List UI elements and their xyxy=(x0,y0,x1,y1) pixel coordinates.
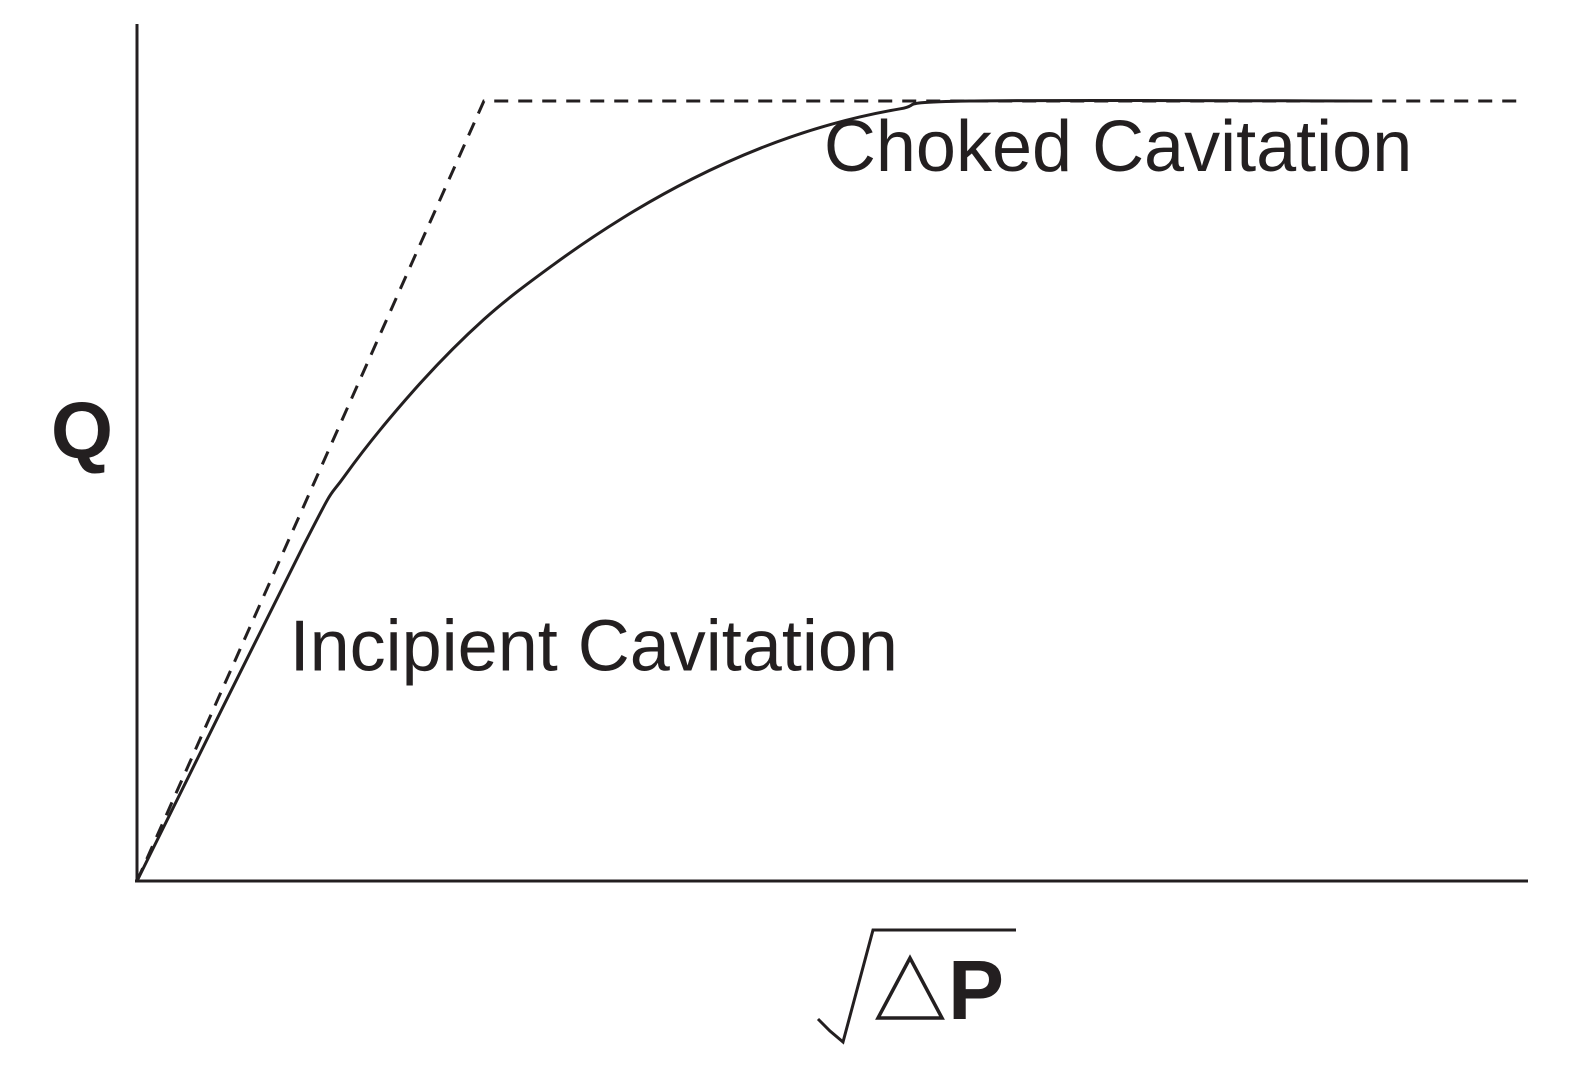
actual-flow-curve xyxy=(135,98,1373,882)
x-axis-label: P xyxy=(816,928,1016,1045)
x-axis-label-variable: P xyxy=(948,943,1004,1037)
y-axis-label: Q xyxy=(51,386,113,475)
annotation-layer: Choked Cavitation Incipient Cavitation xyxy=(290,107,1413,686)
annotation-choked-cavitation: Choked Cavitation xyxy=(824,107,1412,187)
series-layer xyxy=(135,98,1525,882)
delta-symbol xyxy=(875,954,945,1020)
radical-sign xyxy=(816,928,1016,1045)
dashed-ideal-line xyxy=(135,99,1525,882)
annotation-incipient-cavitation: Incipient Cavitation xyxy=(290,606,898,686)
